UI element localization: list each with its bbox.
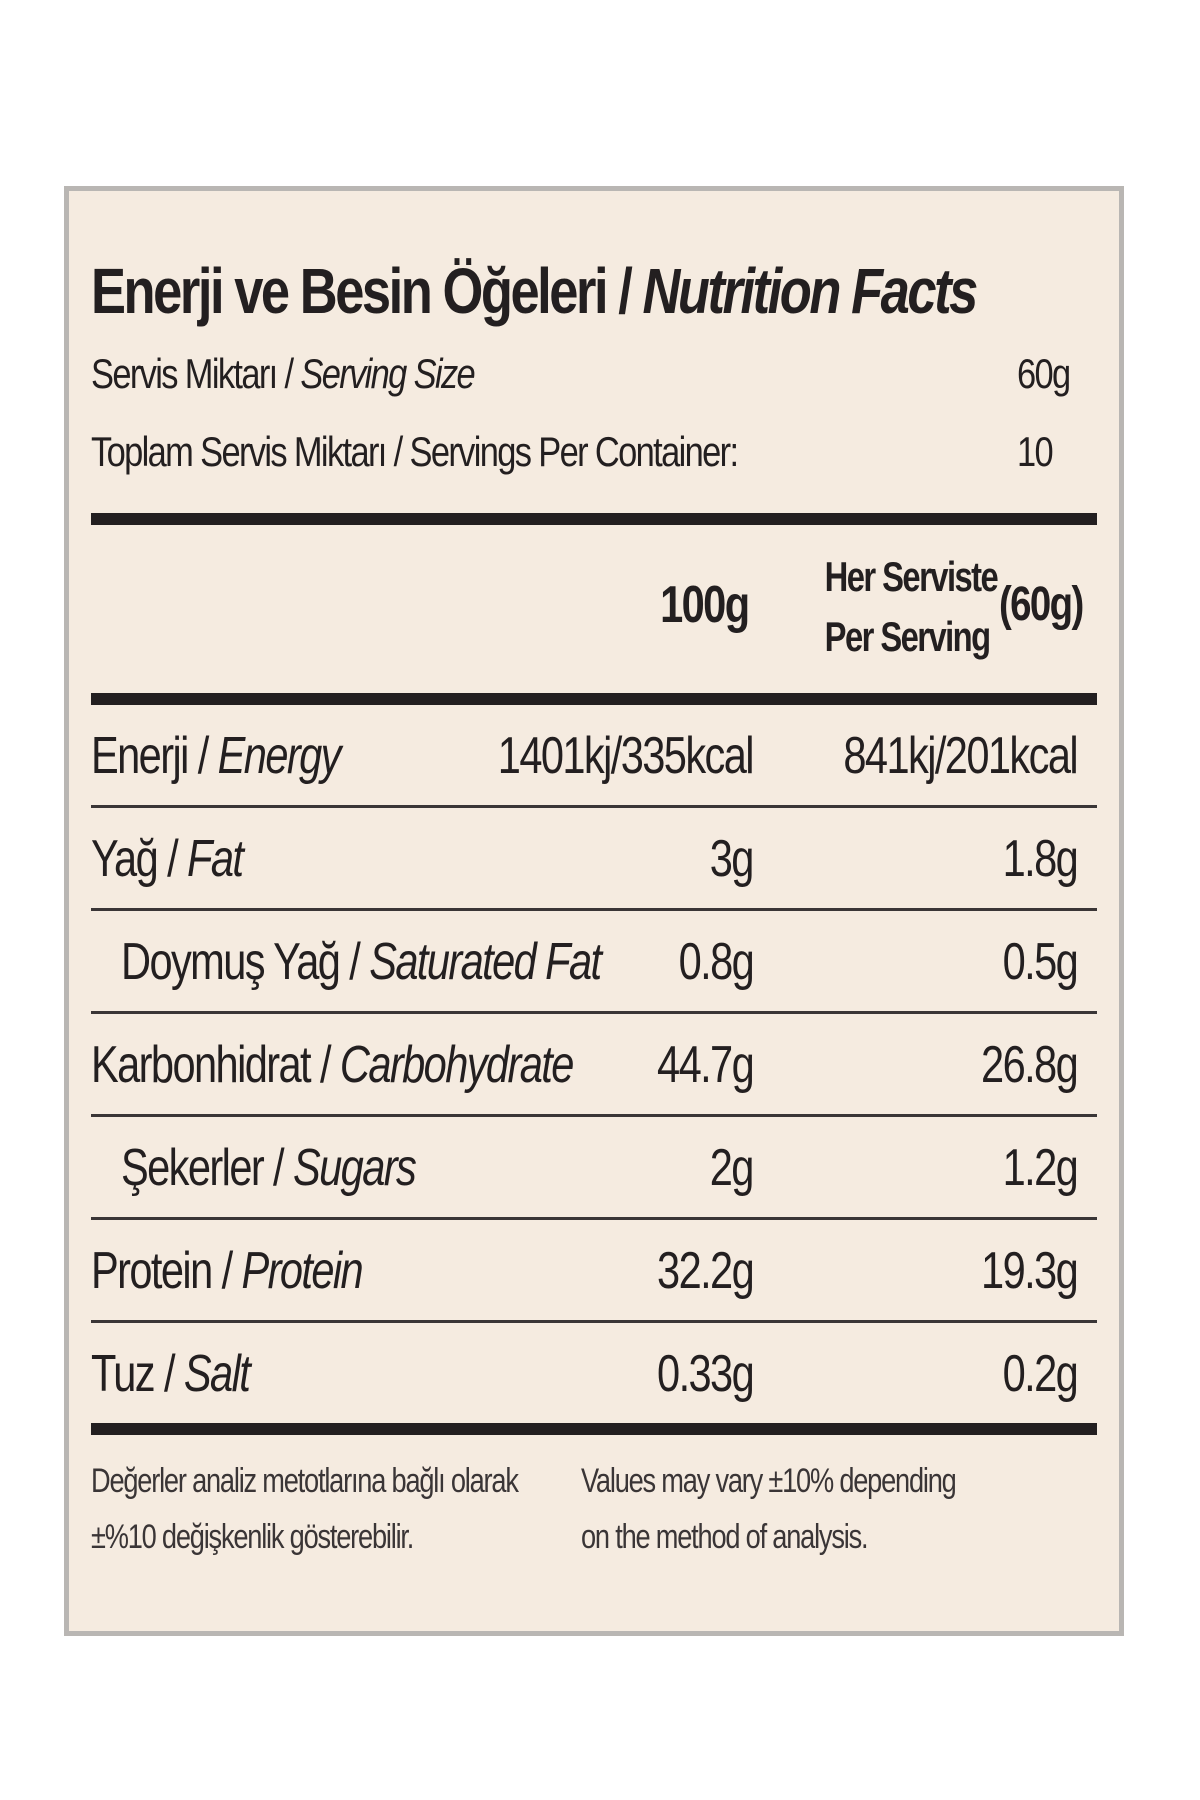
divider-thick bbox=[91, 1423, 1097, 1435]
row-value-per-serving: 0.2g bbox=[1002, 1345, 1078, 1403]
divider-thick bbox=[91, 513, 1097, 525]
servings-per-container-row: Toplam Servis Miktarı / Servings Per Con… bbox=[91, 413, 1097, 491]
divider-thin bbox=[91, 1114, 1097, 1117]
divider-thin bbox=[91, 908, 1097, 911]
row-value-per-serving: 19.3g bbox=[980, 1242, 1079, 1300]
row-value-per-serving: 1.8g bbox=[1002, 830, 1078, 888]
table-row-fat: Yağ / Fat 3g 1.8g bbox=[91, 808, 1097, 908]
servings-per-container-value: 10 bbox=[1017, 428, 1054, 475]
page-title: Enerji ve Besin Öğeleri / Nutrition Fact… bbox=[91, 251, 978, 331]
column-serving-amount: (60g) bbox=[999, 578, 1084, 631]
divider-thick bbox=[91, 693, 1097, 705]
serving-size-label: Servis Miktarı / Serving Size bbox=[91, 335, 476, 413]
table-row-protein: Protein / Protein 32.2g 19.3g bbox=[91, 1220, 1097, 1320]
footnote-english: Values may vary ±10% depending on the me… bbox=[581, 1462, 957, 1556]
column-header: 100g Her Serviste Per Serving (60g) bbox=[91, 525, 1097, 693]
row-value-per-serving: 0.5g bbox=[1002, 933, 1078, 991]
column-per-100g: 100g bbox=[660, 576, 751, 634]
row-value-per-100g: 0.8g bbox=[678, 933, 754, 991]
divider-thin bbox=[91, 805, 1097, 808]
divider-thin bbox=[91, 1320, 1097, 1323]
row-value-per-100g: 3g bbox=[709, 830, 755, 888]
row-label: Protein / Protein bbox=[91, 1242, 364, 1300]
column-per-serving: Her Serviste Per Serving bbox=[824, 547, 998, 667]
table-row-carbohydrate: Karbonhidrat / Carbohydrate 44.7g 26.8g bbox=[91, 1014, 1097, 1114]
row-label: Doymuş Yağ / Saturated Fat bbox=[121, 933, 602, 991]
row-label: Yağ / Fat bbox=[91, 830, 244, 888]
table-row-salt: Tuz / Salt 0.33g 0.2g bbox=[91, 1323, 1097, 1423]
title-english: Nutrition Facts bbox=[642, 255, 978, 327]
row-value-per-100g: 0.33g bbox=[656, 1345, 755, 1403]
footnote: Değerler analiz metotlarına bağlı olarak… bbox=[91, 1435, 1097, 1585]
divider-thin bbox=[91, 1217, 1097, 1220]
row-label: Tuz / Salt bbox=[91, 1345, 251, 1403]
row-label: Enerji / Energy bbox=[91, 727, 341, 785]
serving-size-row: Servis Miktarı / Serving Size 60g bbox=[91, 335, 1097, 413]
table-row-saturated-fat: Doymuş Yağ / Saturated Fat 0.8g 0.5g bbox=[91, 911, 1097, 1011]
row-value-per-100g: 44.7g bbox=[656, 1036, 755, 1094]
serving-size-label-en: Serving Size bbox=[300, 350, 475, 397]
footnote-turkish: Değerler analiz metotlarına bağlı olarak… bbox=[91, 1462, 519, 1556]
table-row-sugars: Şekerler / Sugars 2g 1.2g bbox=[91, 1117, 1097, 1217]
row-value-per-serving: 841kj/201kcal bbox=[843, 727, 1078, 785]
row-value-per-100g: 2g bbox=[709, 1139, 755, 1197]
column-per-serving-en: Per Serving bbox=[824, 613, 990, 660]
row-value-per-100g: 1401kj/335kcal bbox=[497, 727, 755, 785]
row-value-per-100g: 32.2g bbox=[656, 1242, 755, 1300]
row-value-per-serving: 1.2g bbox=[1002, 1139, 1078, 1197]
row-label: Karbonhidrat / Carbohydrate bbox=[91, 1036, 574, 1094]
nutrition-facts-panel: Enerji ve Besin Öğeleri / Nutrition Fact… bbox=[64, 186, 1124, 1636]
title-turkish: Enerji ve Besin Öğeleri / bbox=[91, 255, 643, 327]
servings-per-container-label: Toplam Servis Miktarı / Servings Per Con… bbox=[91, 428, 739, 475]
divider-thin bbox=[91, 1011, 1097, 1014]
row-value-per-serving: 26.8g bbox=[980, 1036, 1079, 1094]
serving-size-value: 60g bbox=[1017, 350, 1071, 397]
row-label: Şekerler / Sugars bbox=[121, 1139, 417, 1197]
table-row-energy: Enerji / Energy 1401kj/335kcal 841kj/201… bbox=[91, 705, 1097, 805]
column-per-serving-tr: Her Serviste bbox=[824, 553, 998, 600]
serving-size-label-tr: Servis Miktarı / bbox=[91, 350, 301, 397]
